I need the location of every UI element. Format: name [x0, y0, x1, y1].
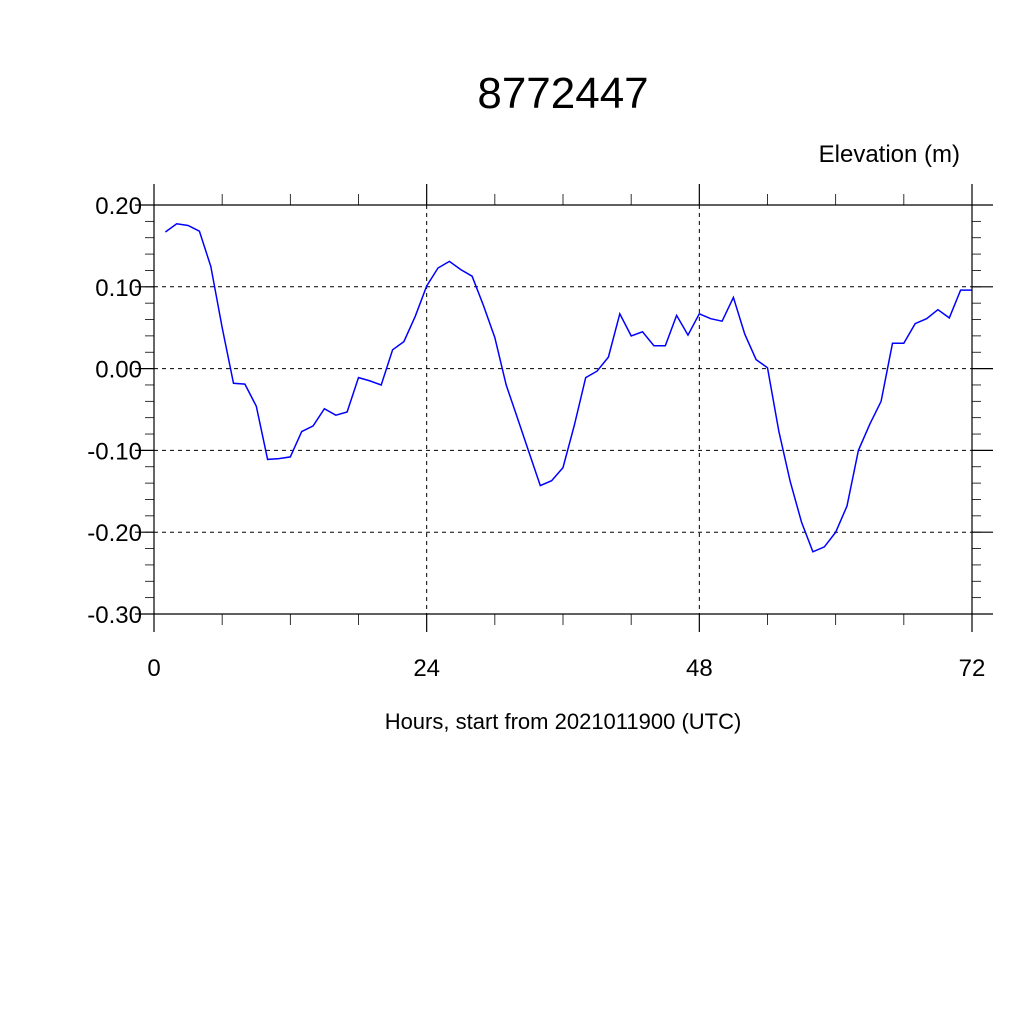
y-tick-label: -0.30 — [87, 602, 142, 629]
plot-frame — [153, 184, 973, 632]
chart-subtitle: Elevation (m) — [819, 141, 960, 168]
chart-title: 8772447 — [477, 69, 648, 118]
y-tick-label: -0.10 — [87, 438, 142, 465]
x-tick-label: 0 — [147, 655, 160, 682]
y-tick-label: 0.00 — [95, 357, 142, 384]
x-axis-label: Hours, start from 2021011900 (UTC) — [385, 709, 742, 734]
y-tick-label: 0.10 — [95, 275, 142, 302]
x-ticks: 0 24 48 72 — [147, 184, 985, 682]
x-tick-label: 48 — [686, 655, 713, 682]
x-tick-label: 24 — [413, 655, 440, 682]
x-tick-label: 72 — [959, 655, 986, 682]
series — [164, 223, 972, 553]
y-tick-label: -0.20 — [87, 520, 142, 547]
grid — [135, 204, 993, 615]
elevation-line — [164, 223, 972, 553]
y-ticks: 0.20 0.10 0.00 -0.10 -0.20 -0.30 — [87, 193, 993, 629]
y-tick-label: 0.20 — [95, 193, 142, 220]
